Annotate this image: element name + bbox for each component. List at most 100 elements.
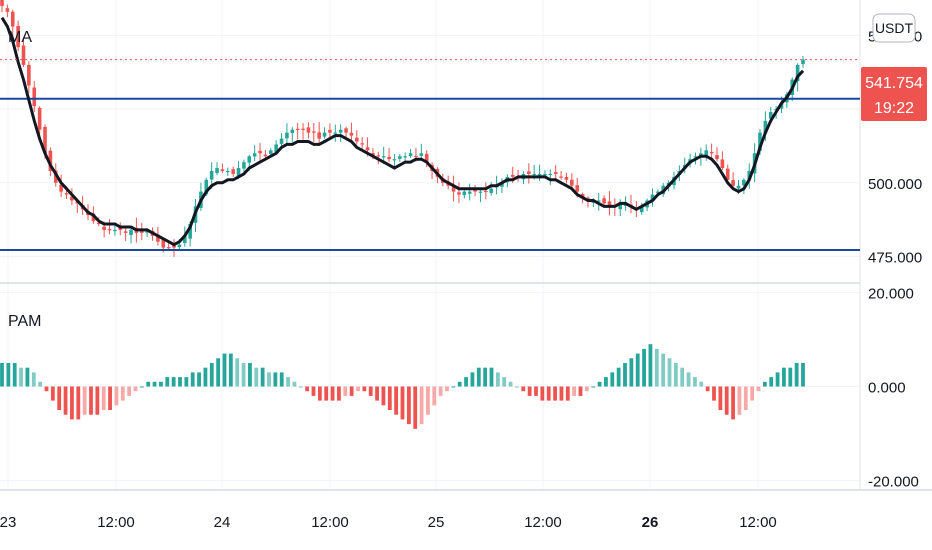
candle-body	[274, 144, 278, 153]
candle-body	[301, 128, 305, 130]
histogram-bar	[495, 372, 500, 387]
pam-tick-label: 0.000	[868, 380, 906, 397]
histogram-bar	[769, 377, 774, 387]
candle-body	[376, 155, 381, 157]
candle-body	[414, 155, 418, 158]
histogram-bar	[470, 372, 475, 387]
price-tick-label: 475.000	[868, 249, 922, 266]
candle-body	[182, 235, 187, 243]
time-axis-ticks: 23 12:00 24 12:00 25 12:00 26 12:00	[0, 514, 777, 531]
histogram-bar	[712, 386, 716, 401]
candle-body	[527, 171, 531, 174]
histogram-bar	[540, 386, 545, 401]
time-tick-label: 12:00	[311, 514, 349, 531]
candle-body	[725, 168, 730, 180]
histogram-bar	[248, 362, 252, 387]
candle-body	[709, 151, 714, 154]
candle-body	[263, 154, 268, 157]
histogram-bar	[502, 377, 507, 387]
histogram-bar	[527, 386, 532, 396]
histogram-bar	[127, 386, 132, 396]
histogram-bar	[648, 344, 653, 387]
histogram-bar	[267, 372, 271, 387]
candle-body	[403, 156, 407, 158]
currency-button[interactable]: USDT	[872, 13, 916, 43]
candle-body	[639, 206, 644, 213]
histogram-bar	[89, 386, 93, 415]
histogram-bar	[400, 386, 405, 420]
histogram-bar	[394, 386, 399, 415]
candle-body	[543, 173, 547, 176]
histogram-bar	[782, 367, 786, 387]
histogram-bar	[108, 386, 112, 411]
pam-axis-ticks: 20.000 0.000 -20.000	[868, 285, 919, 490]
histogram-bar	[673, 362, 678, 387]
histogram-bar	[578, 386, 583, 396]
pam-histogram	[0, 344, 805, 429]
histogram-bar	[680, 367, 685, 387]
candle-body	[607, 201, 612, 207]
histogram-bar	[661, 353, 666, 387]
candle-body	[10, 11, 15, 27]
candle-body	[258, 150, 262, 154]
histogram-bar	[203, 367, 208, 387]
price-tick-label: 500.000	[868, 176, 922, 193]
histogram-bar	[788, 367, 793, 387]
horizontal-levels	[0, 97, 860, 251]
candle-body	[64, 193, 69, 195]
candle-body	[16, 26, 20, 48]
candle-body	[225, 170, 230, 173]
histogram-bar	[190, 372, 195, 387]
histogram-bar	[216, 358, 221, 387]
histogram-bar	[642, 348, 646, 387]
histogram-bar	[476, 367, 481, 387]
histogram-bar	[375, 386, 379, 401]
histogram-bar	[184, 377, 189, 387]
histogram-bar	[311, 386, 316, 396]
candle-body	[188, 224, 192, 239]
time-tick-label: 24	[214, 514, 231, 531]
candle-body	[758, 132, 762, 151]
histogram-bar	[368, 386, 373, 396]
histogram-bar	[146, 381, 151, 387]
histogram-bar	[228, 353, 233, 387]
candle-body	[166, 247, 171, 249]
moving-average-line	[0, 16, 805, 247]
candle-body	[247, 156, 252, 163]
candle-body	[96, 222, 101, 225]
time-tick-label: 26	[642, 514, 659, 531]
histogram-bar	[553, 386, 557, 401]
histogram-bar	[0, 362, 4, 387]
last-price-tag: 541.754 19:22	[861, 67, 927, 121]
candle-body	[139, 230, 144, 233]
histogram-bar	[209, 362, 214, 387]
candle-body	[215, 168, 219, 174]
histogram-bar	[114, 386, 119, 406]
histogram-bar	[406, 386, 411, 425]
histogram-bar	[654, 348, 659, 387]
histogram-bar	[50, 386, 55, 401]
candle-body	[5, 8, 10, 12]
candle-body	[553, 172, 558, 174]
histogram-bar	[699, 381, 704, 387]
histogram-bar	[197, 372, 201, 387]
candle-body	[693, 156, 698, 158]
histogram-bar	[139, 386, 144, 388]
histogram-bar	[610, 372, 615, 387]
candle-body	[295, 128, 300, 130]
histogram-bar	[362, 386, 367, 392]
candle-body	[559, 176, 563, 178]
candle-body	[236, 168, 241, 177]
candle-body	[0, 0, 4, 6]
histogram-bar	[70, 386, 74, 420]
last-price-value: 541.754	[865, 75, 923, 92]
currency-label: USDT	[875, 20, 914, 36]
candle-body	[311, 131, 316, 133]
histogram-bar	[508, 381, 513, 387]
candle-body	[500, 182, 504, 187]
candle-body	[204, 179, 209, 195]
candle-body	[118, 227, 123, 230]
candle-body	[355, 137, 359, 142]
histogram-bar	[794, 362, 799, 387]
candle-body	[333, 132, 338, 134]
